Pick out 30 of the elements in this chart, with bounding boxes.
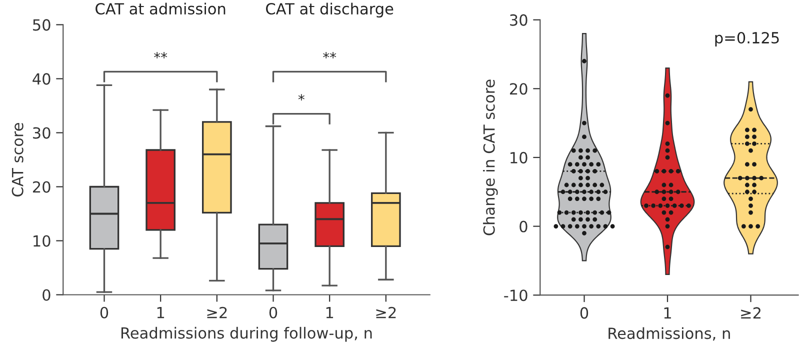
x-tick-label: ≥2 — [207, 306, 227, 318]
x-tick-label: 1 — [326, 307, 334, 318]
y-tick-label: 20 — [510, 83, 528, 95]
y-tick-label: 10 — [34, 235, 50, 247]
y-tick-label: 0 — [520, 220, 528, 232]
x-tick-label: ≥2 — [376, 306, 396, 318]
y-axis-title: Change in CAT score — [483, 80, 498, 236]
y-tick-label: 20 — [32, 181, 50, 193]
y-tick-label: 50 — [33, 19, 50, 31]
x-axis-title: Readmissions during follow-up, n — [121, 326, 372, 342]
text: CAT at admission — [96, 2, 226, 15]
y-tick-label: 40 — [32, 73, 50, 85]
x-tick-label: 0 — [580, 307, 588, 319]
annotation: ** — [323, 52, 336, 58]
x-tick-label: 0 — [269, 306, 278, 318]
y-tick-label: 0 — [42, 289, 50, 301]
x-tick-label: 1 — [664, 307, 671, 319]
x-tick-label: 1 — [157, 307, 164, 318]
y-tick-label: 30 — [510, 14, 528, 26]
annotation: ** — [154, 52, 168, 58]
x-tick-label: ≥2 — [741, 307, 760, 319]
y-tick-label: 10 — [510, 152, 528, 164]
y-tick-label: 30 — [33, 127, 50, 139]
annotation: p=0.125 — [715, 32, 779, 46]
y-axis-title: CAT score — [12, 122, 24, 196]
x-tick-label: 0 — [100, 306, 108, 318]
text: CAT at discharge — [266, 2, 394, 18]
x-axis-title: Readmissions, n — [608, 327, 730, 341]
annotation: * — [298, 94, 304, 100]
y-tick-label: -10 — [504, 290, 528, 302]
